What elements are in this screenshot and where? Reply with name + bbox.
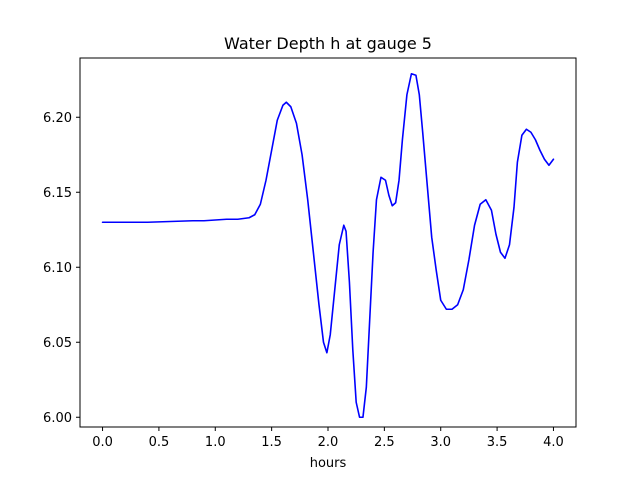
y-tick-label: 6.20 xyxy=(43,111,72,126)
y-tick-label: 6.15 xyxy=(43,186,72,201)
y-tick-label: 6.10 xyxy=(43,261,72,276)
x-axis: 0.0 0.5 1.0 1.5 2.0 2.5 3.0 3.5 4.0 xyxy=(92,427,564,450)
chart-title: Water Depth h at gauge 5 xyxy=(224,34,432,53)
x-tick-label: 3.0 xyxy=(430,435,451,450)
x-tick-label: 0.0 xyxy=(92,435,113,450)
x-tick-label: 1.0 xyxy=(205,435,226,450)
x-axis-label: hours xyxy=(310,456,347,471)
y-axis: 6.00 6.05 6.10 6.15 6.20 xyxy=(43,111,80,426)
x-tick-label: 3.5 xyxy=(487,435,508,450)
x-tick-label: 4.0 xyxy=(543,435,564,450)
x-tick-label: 2.0 xyxy=(318,435,339,450)
y-tick-label: 6.05 xyxy=(43,336,72,351)
x-tick-label: 2.5 xyxy=(374,435,395,450)
series-line-0 xyxy=(101,72,555,419)
x-tick-label: 1.5 xyxy=(261,435,282,450)
x-tick-label: 0.5 xyxy=(149,435,170,450)
y-tick-label: 6.00 xyxy=(43,411,72,426)
